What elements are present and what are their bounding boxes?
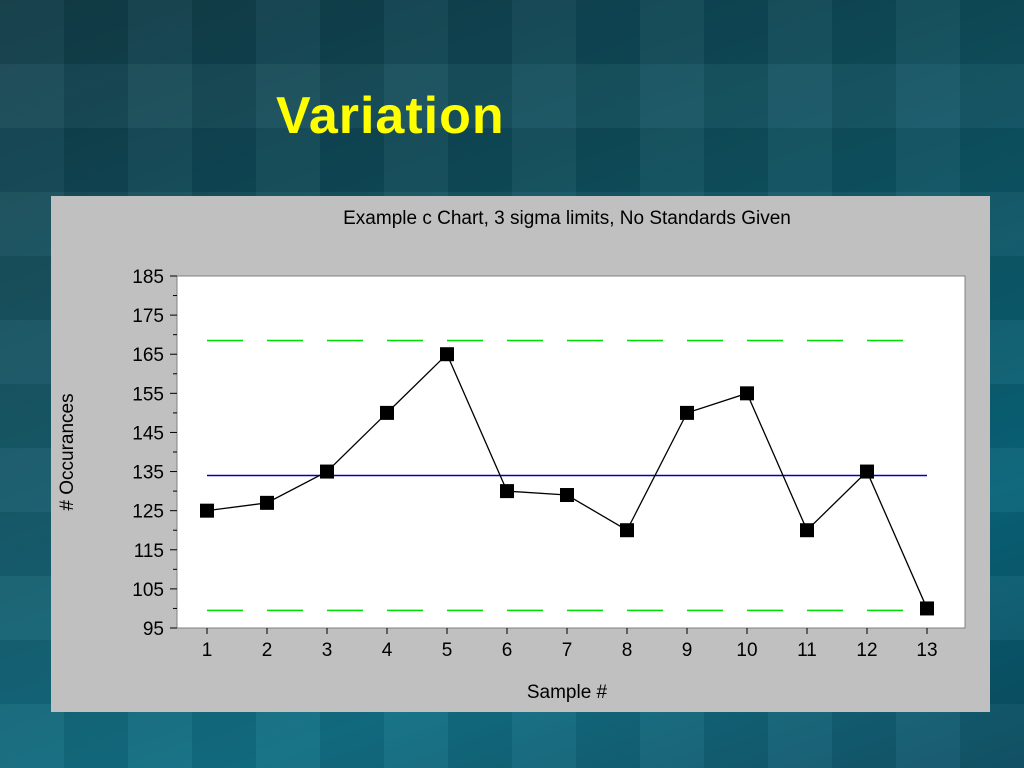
x-axis-label: Sample # bbox=[527, 682, 608, 703]
data-point bbox=[440, 347, 454, 362]
x-tick-label: 2 bbox=[262, 640, 273, 661]
data-point bbox=[740, 386, 754, 401]
data-point bbox=[500, 484, 514, 499]
y-tick-label: 145 bbox=[132, 423, 164, 444]
data-point bbox=[860, 464, 874, 479]
data-series bbox=[200, 347, 934, 616]
plot-area bbox=[176, 275, 966, 629]
x-tick-label: 6 bbox=[502, 640, 513, 661]
y-tick-label: 185 bbox=[132, 267, 164, 288]
y-tick-label: 95 bbox=[143, 619, 164, 640]
y-tick-label: 135 bbox=[132, 463, 164, 484]
chart-title: Example c Chart, 3 sigma limits, No Stan… bbox=[343, 208, 791, 229]
x-tick-label: 5 bbox=[442, 640, 453, 661]
x-tick-label: 8 bbox=[622, 640, 633, 661]
data-point bbox=[380, 405, 394, 420]
x-tick-label: 11 bbox=[797, 640, 817, 661]
data-point bbox=[260, 495, 274, 510]
x-tick-label: 4 bbox=[382, 640, 393, 661]
y-axis-label: # Occurances bbox=[57, 393, 78, 510]
data-point bbox=[320, 464, 334, 479]
data-point bbox=[620, 523, 634, 538]
y-axis: 95 105 115 125 135 145 155 165 175 185 bbox=[132, 267, 177, 640]
x-tick-label: 12 bbox=[856, 640, 877, 661]
data-point bbox=[920, 601, 934, 616]
x-tick-label: 10 bbox=[736, 640, 757, 661]
x-tick-label: 13 bbox=[916, 640, 937, 661]
x-tick-label: 7 bbox=[562, 640, 573, 661]
y-tick-label: 165 bbox=[132, 345, 164, 366]
y-tick-label: 155 bbox=[132, 384, 164, 405]
y-tick-label: 175 bbox=[132, 306, 164, 327]
data-point bbox=[680, 405, 694, 420]
x-tick-label: 9 bbox=[682, 640, 693, 661]
c-chart: Example c Chart, 3 sigma limits, No Stan… bbox=[57, 208, 966, 703]
y-tick-label: 105 bbox=[132, 580, 164, 601]
x-tick-label: 1 bbox=[202, 640, 213, 661]
chart-panel: Example c Chart, 3 sigma limits, No Stan… bbox=[51, 196, 990, 712]
y-tick-label: 115 bbox=[134, 541, 164, 562]
y-tick-label: 125 bbox=[132, 502, 164, 523]
x-tick-label: 3 bbox=[322, 640, 333, 661]
x-axis: 1 2 3 4 5 6 7 8 9 10 11 12 13 bbox=[202, 628, 938, 661]
data-point bbox=[200, 503, 214, 518]
data-point bbox=[560, 488, 574, 503]
data-point bbox=[800, 523, 814, 538]
slide-title: Variation bbox=[276, 87, 505, 145]
